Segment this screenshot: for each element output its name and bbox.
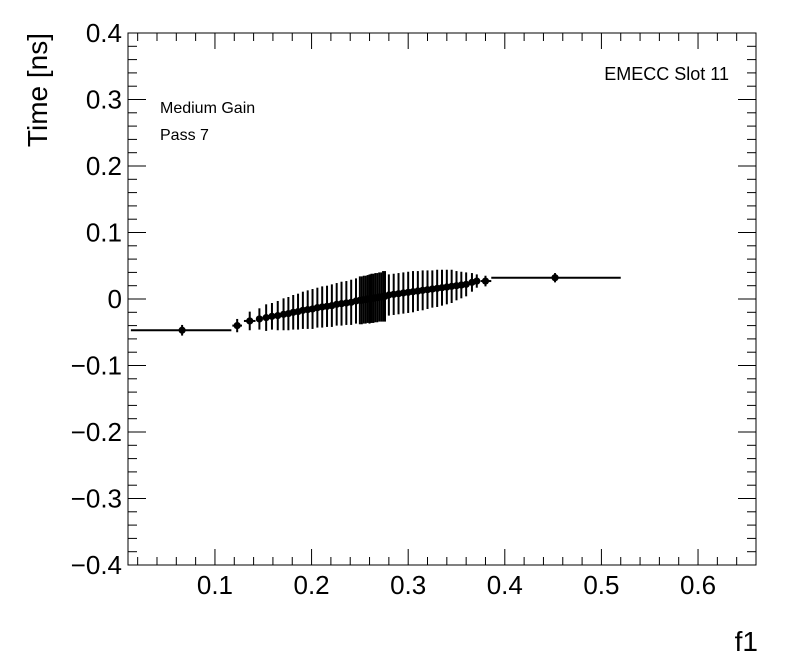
marker bbox=[255, 315, 263, 323]
marker bbox=[462, 280, 470, 288]
data-point bbox=[268, 302, 276, 330]
data-point bbox=[473, 274, 481, 288]
marker bbox=[262, 314, 270, 322]
data-point bbox=[480, 275, 492, 287]
data-point bbox=[232, 318, 243, 333]
data-point bbox=[462, 272, 470, 297]
y-tick-label: −0.2 bbox=[71, 417, 122, 447]
x-tick-label: 0.3 bbox=[390, 570, 426, 600]
pass-annotation: Pass 7 bbox=[160, 127, 209, 144]
marker bbox=[481, 277, 490, 285]
x-tick-label: 0.6 bbox=[680, 570, 716, 600]
y-tick-labels: 0.4 0.3 0.2 0.1 0 −0.1 −0.2 −0.3 −0.4 bbox=[71, 18, 122, 580]
gain-annotation: Medium Gain bbox=[160, 100, 255, 117]
x-tick-label: 0.5 bbox=[583, 570, 619, 600]
x-tick-label: 0.1 bbox=[197, 570, 233, 600]
data-point bbox=[130, 324, 232, 336]
marker bbox=[233, 322, 241, 330]
marker bbox=[178, 326, 186, 334]
y-tick-label: 0.3 bbox=[86, 85, 122, 115]
axis-ticks bbox=[128, 32, 757, 566]
y-axis-label: Time [ns] bbox=[22, 33, 53, 147]
data-point bbox=[274, 300, 282, 331]
x-tick-labels: 0.1 0.2 0.3 0.4 0.5 0.6 bbox=[197, 570, 716, 600]
slot-annotation: EMECC Slot 11 bbox=[604, 64, 729, 84]
marker bbox=[246, 317, 254, 325]
y-tick-label: −0.3 bbox=[71, 484, 122, 514]
data-point bbox=[262, 304, 270, 331]
data-point bbox=[243, 311, 256, 331]
marker bbox=[473, 277, 481, 285]
y-tick-label: 0.4 bbox=[86, 18, 122, 48]
marker bbox=[551, 274, 559, 282]
marker bbox=[268, 312, 276, 320]
x-tick-label: 0.2 bbox=[293, 570, 329, 600]
y-tick-label: 0 bbox=[108, 284, 122, 314]
y-tick-label: 0.2 bbox=[86, 151, 122, 181]
y-tick-label: −0.1 bbox=[71, 351, 122, 381]
x-axis-label: f1 bbox=[735, 626, 758, 657]
y-tick-label: −0.4 bbox=[71, 550, 122, 580]
x-tick-label: 0.4 bbox=[487, 570, 523, 600]
data-points bbox=[130, 269, 621, 336]
data-point bbox=[255, 308, 263, 330]
marker bbox=[274, 312, 282, 320]
data-point bbox=[491, 273, 621, 283]
y-tick-label: 0.1 bbox=[86, 218, 122, 248]
